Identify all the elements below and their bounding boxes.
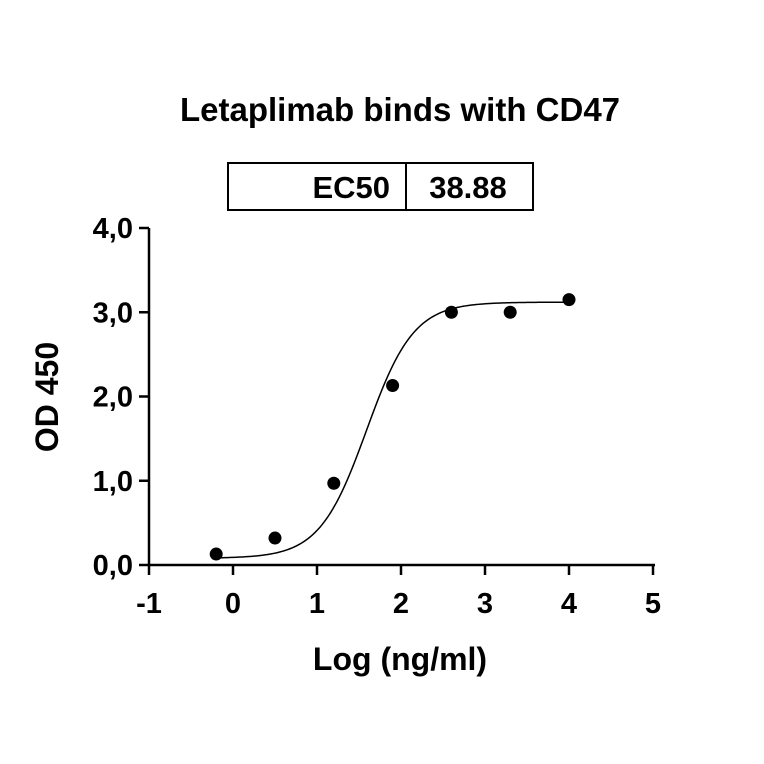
data-point <box>268 531 282 545</box>
ec50-value: 38.88 <box>429 170 507 205</box>
y-axis-label: OD 450 <box>29 342 65 452</box>
data-point <box>386 379 400 393</box>
x-ticks: -1 0 1 2 3 4 5 <box>136 565 661 620</box>
data-point <box>327 476 341 490</box>
data-point <box>562 293 576 307</box>
x-tick-label: 2 <box>393 588 409 620</box>
y-tick-label: 2,0 <box>93 382 133 414</box>
fit-curve <box>216 301 569 559</box>
y-tick-label: 3,0 <box>93 297 133 329</box>
data-point <box>209 547 223 561</box>
chart-title: Letaplimab binds with CD47 <box>180 91 620 128</box>
data-point <box>503 305 517 319</box>
x-tick-label: 5 <box>645 588 661 620</box>
y-tick-label: 0,0 <box>93 550 133 582</box>
ec50-box <box>227 162 534 211</box>
ec50-table: EC50 38.88 <box>227 162 534 211</box>
ec50-label: EC50 <box>312 170 390 205</box>
y-ticks: 0,0 1,0 2,0 3,0 4,0 <box>93 213 149 582</box>
data-points <box>209 293 576 561</box>
x-axis-label: Log (ng/ml) <box>313 641 487 677</box>
y-tick-label: 4,0 <box>93 213 133 245</box>
x-tick-label: -1 <box>136 588 162 620</box>
data-point <box>444 305 458 319</box>
axes <box>147 228 655 567</box>
x-tick-label: 1 <box>309 588 325 620</box>
x-tick-label: 3 <box>477 588 493 620</box>
y-tick-label: 1,0 <box>93 466 133 498</box>
x-tick-label: 4 <box>561 588 577 620</box>
x-tick-label: 0 <box>225 588 241 620</box>
